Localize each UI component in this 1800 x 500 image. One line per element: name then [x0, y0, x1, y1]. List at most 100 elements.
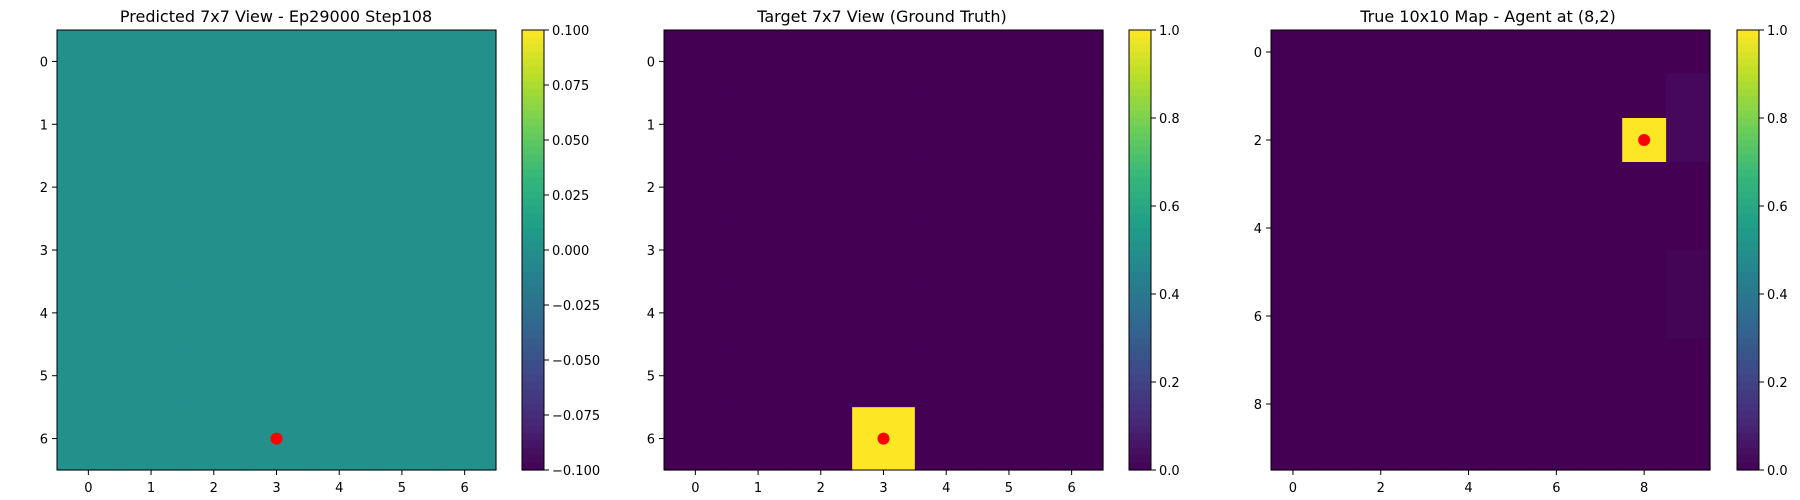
heatmap-cell	[119, 218, 184, 283]
colorbar-segment	[522, 352, 544, 361]
colorbar-segment	[522, 360, 544, 368]
colorbar-segment	[522, 30, 544, 38]
heatmap-cell	[1534, 74, 1579, 119]
heatmap-cell	[433, 30, 497, 94]
heatmap-cell	[1446, 162, 1492, 207]
heatmap-cell	[1578, 162, 1623, 207]
heatmap-cell	[1446, 206, 1492, 251]
heatmap-cell	[914, 92, 979, 157]
colorbar-tick-label: 0.8	[1159, 112, 1180, 127]
colorbar-segment	[522, 426, 544, 434]
heatmap-cell	[1578, 30, 1623, 75]
heatmap-cell	[182, 30, 246, 94]
colorbar-tick-label: 0.6	[1159, 200, 1180, 215]
heatmap-cell	[1358, 294, 1404, 339]
heatmap-cell	[977, 281, 1041, 345]
heatmap-cell	[1578, 382, 1623, 427]
heatmap-cell	[1534, 30, 1579, 75]
heatmap-cell	[1490, 426, 1535, 471]
heatmap-cell	[1490, 294, 1535, 339]
heatmap-cell	[1314, 294, 1360, 339]
heatmap-cell	[726, 92, 791, 157]
heatmap-cell	[1578, 206, 1623, 251]
colorbar-segment	[1737, 37, 1759, 46]
heatmap-cell	[914, 218, 979, 283]
colorbar-segment	[1737, 345, 1759, 354]
colorbar-segment	[1737, 191, 1759, 200]
colorbar-segment	[522, 52, 544, 60]
heatmap-cell	[1314, 162, 1360, 207]
colorbar-segment	[522, 433, 544, 442]
colorbar-segment	[1129, 448, 1151, 456]
heatmap-cell	[433, 407, 497, 471]
heatmap-cell	[1271, 162, 1316, 207]
heatmap-cell	[119, 344, 184, 408]
heatmap-cell	[1578, 294, 1623, 339]
colorbar-tick-label: 0.2	[1767, 376, 1788, 391]
heatmap-cell	[57, 155, 121, 220]
colorbar-tick-label: 0.4	[1159, 288, 1180, 303]
heatmap-cells	[56, 29, 497, 471]
colorbar-segment	[1737, 176, 1759, 185]
colorbar-segment	[1737, 118, 1759, 126]
y-tick-label: 0	[40, 55, 48, 70]
x-tick-label: 6	[461, 481, 469, 496]
colorbar-segment	[1737, 448, 1759, 456]
heatmap-cell	[1446, 426, 1492, 471]
y-tick-label: 6	[40, 433, 48, 448]
chart-title: True 10x10 Map - Agent at (8,2)	[1359, 7, 1616, 26]
colorbar-segment	[1737, 213, 1759, 222]
colorbar: 1.0 0.8 0.6 0.4 0.2 0.0	[1128, 24, 1180, 479]
colorbar-segment	[522, 228, 544, 236]
heatmap-cell	[1534, 294, 1579, 339]
colorbar-segment	[522, 264, 544, 273]
heatmap-cell	[1040, 92, 1104, 157]
colorbar-tick-label: −0.025	[552, 299, 600, 314]
heatmap-cell	[914, 30, 979, 94]
heatmap-cell	[1578, 426, 1623, 471]
colorbar-segment	[1129, 154, 1151, 163]
heatmap-cell	[726, 30, 791, 94]
colorbar-segment	[1129, 440, 1151, 449]
colorbar-segment	[1129, 59, 1151, 68]
heatmap-cell	[1622, 74, 1667, 119]
y-tick-label: 3	[647, 244, 655, 259]
heatmap-cell	[1446, 118, 1492, 163]
colorbar-segment	[1737, 228, 1759, 236]
heatmap-cell	[1040, 407, 1104, 471]
heatmap-cell	[57, 218, 121, 283]
colorbar-segment	[1129, 52, 1151, 60]
heatmap-cell	[119, 92, 184, 157]
heatmap-cell	[433, 281, 497, 345]
colorbar-segment	[1737, 147, 1759, 156]
chart-title: Predicted 7x7 View - Ep29000 Step108	[120, 7, 432, 26]
heatmap-cell	[1534, 426, 1579, 471]
heatmap-cell	[1314, 30, 1360, 75]
y-tick-label: 5	[647, 370, 655, 385]
heatmap-cell	[852, 30, 916, 94]
colorbar-segment	[1737, 132, 1759, 141]
colorbar-segment	[1129, 301, 1151, 310]
heatmap-cell	[1358, 206, 1404, 251]
colorbar-segment	[1129, 213, 1151, 222]
heatmap-cell	[1666, 206, 1711, 251]
heatmap-cell	[1358, 250, 1404, 295]
colorbar-segment	[1737, 52, 1759, 60]
heatmap-cell	[1446, 382, 1492, 427]
plot-frame	[1270, 29, 1711, 471]
colorbar-segment	[522, 323, 544, 332]
colorbar-segment	[1129, 396, 1151, 405]
heatmap-cell	[1314, 250, 1360, 295]
colorbar-tick-label: 0.6	[1767, 200, 1788, 215]
heatmap-cell	[1271, 294, 1316, 339]
colorbar-segment	[1129, 66, 1151, 75]
heatmap-cell	[1040, 344, 1104, 408]
colorbar-segment	[522, 206, 544, 214]
heatmap-cell	[1358, 338, 1404, 383]
colorbar-tick-label: 0.100	[552, 24, 589, 39]
colorbar-segment	[1737, 338, 1759, 346]
colorbar-segment	[522, 213, 544, 222]
y-tick-label: 6	[1254, 310, 1262, 325]
x-tick-label: 5	[398, 481, 406, 496]
